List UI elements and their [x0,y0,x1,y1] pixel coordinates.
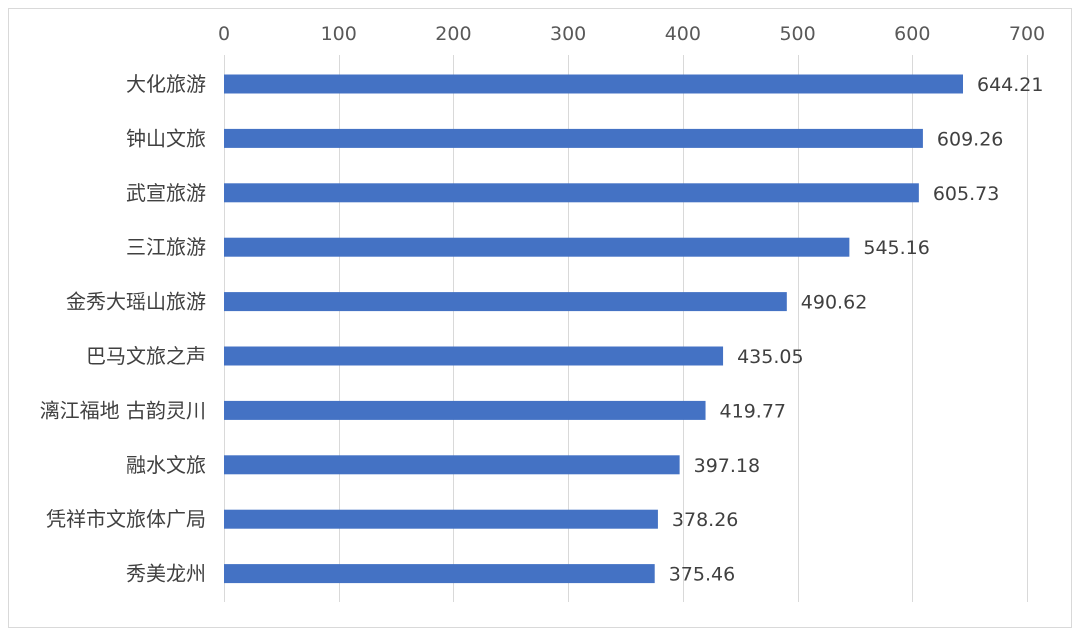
data-label: 609.26 [937,128,1003,150]
bar-3 [224,237,850,257]
category-label: 漓江福地 古韵灵川 [40,398,206,422]
x-tick-label: 0 [218,23,230,45]
category-label: 金秀大瑶山旅游 [66,290,206,314]
category-label: 巴马文旅之声 [86,344,206,368]
bar-6 [224,400,706,420]
data-label: 605.73 [933,183,999,205]
bar-7 [224,455,680,475]
bar-9 [224,564,655,584]
category-label: 融水文旅 [126,453,206,477]
category-label: 秀美龙州 [126,562,206,586]
x-tick-label: 200 [435,23,471,45]
category-label: 凭祥市文旅体广局 [46,507,206,531]
data-label: 419.77 [720,400,786,422]
category-label: 钟山文旅 [126,126,206,150]
category-label: 大化旅游 [126,72,206,96]
data-label: 490.62 [801,292,867,314]
x-tick-label: 500 [779,23,815,45]
category-label: 三江旅游 [126,235,206,259]
bar-0 [224,74,964,94]
bar-8 [224,509,658,529]
x-tick-label: 600 [894,23,930,45]
data-label: 397.18 [694,455,760,477]
x-tick-label: 700 [1009,23,1045,45]
chart-frame [8,8,1072,628]
bar-5 [224,346,724,366]
category-label: 武宣旅游 [126,181,206,205]
data-label: 644.21 [977,74,1043,96]
data-label: 545.16 [863,237,929,259]
bar-2 [224,183,919,203]
data-label: 435.05 [737,346,803,368]
data-label: 375.46 [669,564,735,586]
x-tick-label: 100 [321,23,357,45]
x-tick-label: 300 [550,23,586,45]
x-tick-label: 400 [665,23,701,45]
data-label: 378.26 [672,509,738,531]
bar-1 [224,128,923,148]
bar-4 [224,292,787,312]
